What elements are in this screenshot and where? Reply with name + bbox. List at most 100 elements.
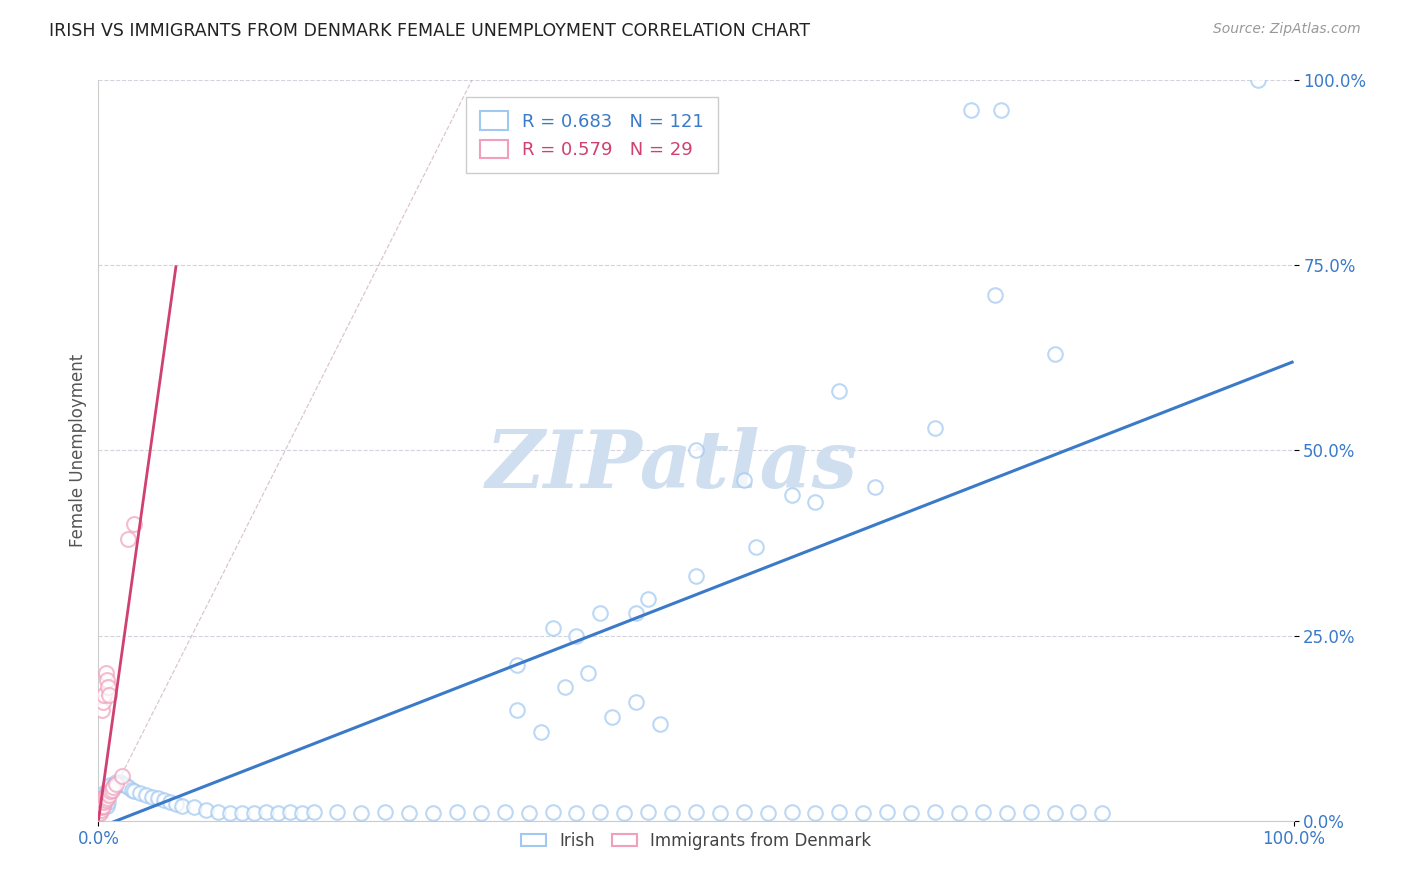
- Point: [506, 658, 529, 673]
- Point: [104, 776, 127, 791]
- Point: [124, 517, 146, 532]
- Point: [153, 793, 176, 807]
- Point: [565, 628, 588, 642]
- Point: [613, 806, 636, 821]
- Point: [1043, 806, 1066, 821]
- Point: [852, 806, 875, 821]
- Point: [111, 769, 134, 783]
- Point: [96, 673, 118, 687]
- Point: [756, 806, 779, 821]
- Point: [94, 788, 117, 802]
- Point: [685, 443, 707, 458]
- Point: [541, 805, 564, 819]
- Point: [159, 795, 181, 809]
- Point: [97, 782, 120, 797]
- Point: [578, 665, 600, 680]
- Point: [98, 784, 122, 798]
- Point: [97, 681, 120, 695]
- Point: [91, 795, 114, 809]
- Point: [1019, 805, 1042, 819]
- Point: [100, 782, 122, 797]
- Point: [90, 798, 112, 813]
- Point: [135, 788, 157, 802]
- Point: [117, 780, 139, 795]
- Point: [91, 800, 114, 814]
- Point: [900, 806, 922, 821]
- Point: [97, 785, 120, 799]
- Point: [602, 710, 624, 724]
- Point: [98, 778, 122, 792]
- Point: [94, 665, 117, 680]
- Point: [89, 800, 111, 814]
- Point: [733, 473, 755, 487]
- Y-axis label: Female Unemployment: Female Unemployment: [69, 354, 87, 547]
- Point: [93, 795, 115, 809]
- Point: [1067, 805, 1090, 819]
- Point: [105, 775, 128, 789]
- Point: [924, 805, 946, 819]
- Point: [91, 789, 114, 804]
- Point: [685, 805, 707, 819]
- Point: [93, 785, 115, 799]
- Point: [90, 803, 112, 817]
- Point: [589, 607, 612, 621]
- Point: [94, 793, 117, 807]
- Point: [541, 621, 564, 635]
- Point: [93, 800, 115, 814]
- Point: [96, 798, 118, 813]
- Point: [554, 681, 576, 695]
- Point: [990, 103, 1012, 117]
- Point: [105, 776, 128, 791]
- Point: [97, 795, 120, 809]
- Point: [219, 806, 242, 821]
- Point: [804, 806, 827, 821]
- Point: [828, 384, 851, 399]
- Point: [91, 798, 114, 813]
- Point: [948, 806, 970, 821]
- Point: [91, 795, 114, 809]
- Point: [98, 784, 122, 798]
- Point: [100, 782, 122, 797]
- Point: [124, 784, 146, 798]
- Point: [924, 421, 946, 435]
- Point: [243, 806, 266, 821]
- Point: [148, 791, 170, 805]
- Point: [89, 806, 111, 821]
- Point: [107, 778, 129, 792]
- Point: [97, 788, 120, 802]
- Point: [90, 803, 112, 817]
- Point: [1091, 806, 1114, 821]
- Point: [91, 798, 114, 813]
- Point: [141, 789, 163, 804]
- Point: [565, 806, 588, 821]
- Point: [117, 533, 139, 547]
- Point: [267, 806, 290, 821]
- Point: [589, 805, 612, 819]
- Text: IRISH VS IMMIGRANTS FROM DENMARK FEMALE UNEMPLOYMENT CORRELATION CHART: IRISH VS IMMIGRANTS FROM DENMARK FEMALE …: [49, 22, 810, 40]
- Point: [94, 788, 117, 802]
- Point: [101, 780, 124, 795]
- Point: [302, 805, 325, 819]
- Point: [98, 688, 121, 702]
- Point: [291, 806, 314, 821]
- Point: [470, 806, 492, 821]
- Point: [637, 591, 659, 606]
- Point: [91, 791, 114, 805]
- Point: [231, 806, 253, 821]
- Point: [780, 488, 803, 502]
- Point: [93, 688, 115, 702]
- Point: [517, 806, 540, 821]
- Point: [94, 797, 117, 812]
- Point: [780, 805, 803, 819]
- Point: [93, 789, 115, 804]
- Point: [661, 806, 683, 821]
- Point: [446, 805, 468, 819]
- Point: [733, 805, 755, 819]
- Point: [506, 703, 529, 717]
- Point: [865, 480, 887, 494]
- Point: [183, 800, 205, 814]
- Point: [326, 805, 349, 819]
- Point: [93, 795, 115, 809]
- Point: [91, 793, 114, 807]
- Point: [960, 103, 983, 117]
